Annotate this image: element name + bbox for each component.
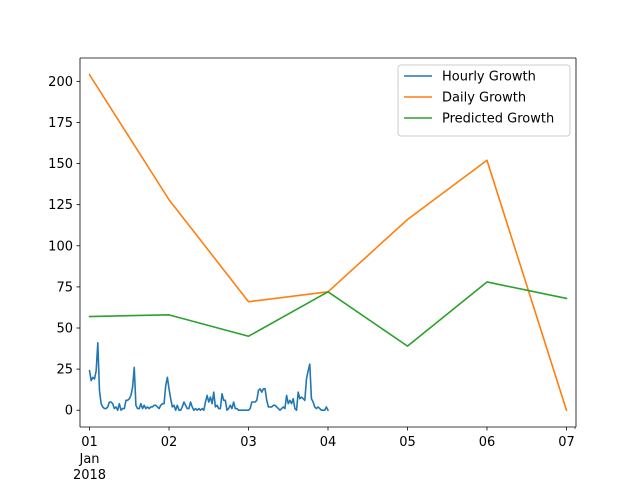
x-tick-label: 03 bbox=[240, 435, 257, 450]
x-tick-label: 02 bbox=[161, 435, 178, 450]
x-tick-sublabel: 2018 bbox=[73, 468, 106, 480]
series-line-predicted-growth bbox=[88, 281, 568, 347]
x-tick-label: 05 bbox=[399, 435, 416, 450]
x-tick-label: 06 bbox=[479, 435, 496, 450]
series-layer bbox=[88, 73, 568, 412]
y-tick-label: 0 bbox=[65, 404, 73, 419]
y-tick-label: 75 bbox=[56, 280, 73, 295]
legend-label-hourly-growth: Hourly Growth bbox=[442, 70, 536, 85]
series-line-hourly-growth bbox=[88, 342, 330, 412]
y-tick-label: 50 bbox=[56, 322, 73, 337]
y-tick-label: 175 bbox=[48, 116, 73, 131]
x-tick-label: 04 bbox=[320, 435, 337, 450]
legend: Hourly Growth Daily Growth Predicted Growt… bbox=[397, 64, 571, 137]
legend-label-predicted-growth: Predicted Growth bbox=[442, 112, 554, 127]
y-tick-label: 200 bbox=[48, 75, 73, 90]
y-tick-label: 100 bbox=[48, 239, 73, 254]
x-tick-sublabel: Jan bbox=[79, 452, 100, 467]
x-tick-label: 07 bbox=[558, 435, 575, 450]
legend-label-daily-growth: Daily Growth bbox=[442, 91, 526, 106]
y-tick-label: 125 bbox=[48, 198, 73, 213]
y-tick-label: 150 bbox=[48, 157, 73, 172]
y-tick-label: 25 bbox=[56, 363, 73, 378]
legend-frame bbox=[397, 64, 571, 137]
x-tick-label: 01 bbox=[81, 435, 98, 450]
